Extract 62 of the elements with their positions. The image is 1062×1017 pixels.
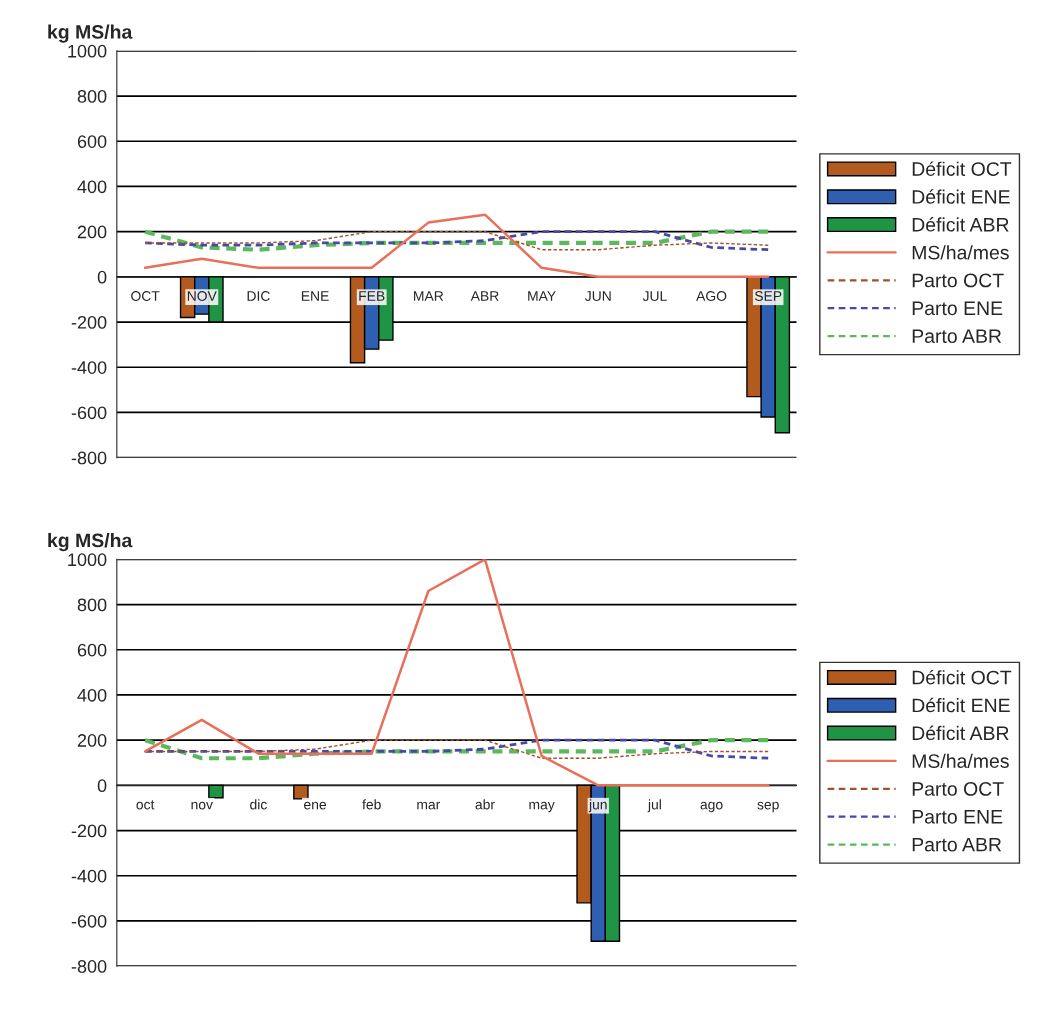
legend-label: Déficit ABR: [912, 725, 1009, 741]
legend-label: Parto ENE: [912, 810, 1003, 824]
y-tick-label: 0: [97, 270, 107, 284]
line-series: [143, 559, 770, 787]
x-tick-label: NOV: [187, 291, 217, 301]
legend-label: MS/ha/mes: [912, 753, 1009, 768]
x-tick-label: oct: [136, 800, 155, 810]
y-tick-label: 200: [77, 734, 107, 747]
y-tick-label: -200: [71, 315, 107, 329]
x-tick-label: JUN: [584, 291, 611, 301]
y-tick-label: -600: [71, 406, 107, 420]
y-tick-label: 200: [77, 225, 107, 239]
y-tick-label: 1000: [68, 44, 107, 58]
y-tick-label: -600: [71, 914, 107, 928]
legend-label: Parto OCT: [912, 782, 1004, 796]
legend-label: Déficit ABR: [912, 217, 1009, 232]
x-tick-label: may: [529, 801, 555, 813]
y-tick-label: -400: [71, 361, 107, 374]
x-tick-label: feb: [362, 799, 381, 810]
x-tick-label: sep: [757, 801, 779, 813]
legend-label: Déficit ENE: [912, 189, 1010, 204]
legend-label: Parto OCT: [912, 273, 1004, 288]
legend-label: Parto ENE: [912, 301, 1003, 316]
x-tick-label: jun: [588, 799, 607, 813]
line-series: [143, 213, 770, 279]
x-tick-label: ago: [700, 801, 723, 813]
y-tick-label: 0: [97, 779, 107, 793]
x-tick-label: AGO: [696, 291, 727, 301]
x-tick-label: ABR: [470, 291, 499, 301]
y-tick-label: 600: [77, 643, 107, 657]
y-tick-label: 400: [77, 180, 107, 194]
x-tick-label: MAR: [414, 291, 444, 301]
y-axis-title: kg MS/ha: [48, 24, 133, 43]
y-tick-label: 400: [77, 688, 107, 702]
legend-label: Parto ABR: [912, 837, 1002, 852]
x-tick-label: ene: [304, 801, 327, 810]
y-tick-label: 1000: [68, 553, 107, 567]
y-tick-label: 800: [77, 89, 107, 103]
x-tick-label: DIC: [247, 291, 270, 301]
x-tick-label: mar: [417, 801, 441, 810]
x-tick-label: nov: [191, 801, 213, 810]
y-tick-label: -800: [71, 451, 107, 465]
legend-label: Déficit OCT: [912, 161, 1012, 176]
y-tick-label: -400: [71, 869, 107, 883]
x-tick-label: ENE: [301, 291, 329, 301]
x-tick-label: OCT: [131, 291, 160, 301]
legend-label: Déficit ENE: [912, 697, 1010, 713]
x-tick-label: dic: [250, 799, 267, 810]
x-tick-label: SEP: [754, 291, 782, 301]
y-axis-title: kg MS/ha: [48, 533, 133, 552]
x-tick-label: JUL: [642, 291, 667, 301]
y-tick-label: -200: [71, 824, 107, 838]
y-tick-label: 800: [77, 598, 107, 612]
y-tick-label: 600: [77, 135, 107, 148]
x-tick-label: abr: [475, 799, 495, 810]
x-tick-label: jul: [647, 799, 661, 813]
x-tick-label: MAY: [528, 291, 556, 301]
legend-label: Déficit OCT: [912, 669, 1012, 685]
legend-label: MS/ha/mes: [912, 245, 1009, 260]
legend-label: Parto ABR: [912, 329, 1002, 344]
y-tick-label: -800: [71, 960, 107, 973]
x-tick-label: FEB: [359, 291, 385, 301]
